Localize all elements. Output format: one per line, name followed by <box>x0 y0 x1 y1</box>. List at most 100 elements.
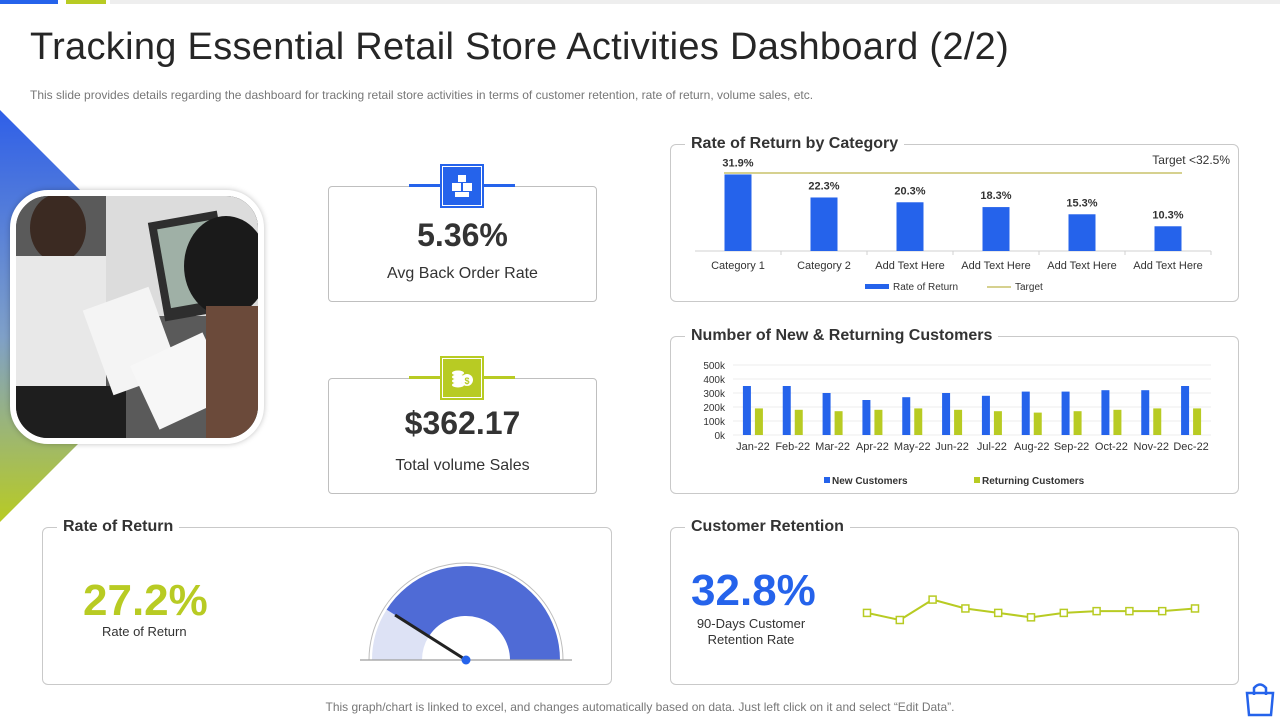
x-tick-label: Apr-22 <box>856 441 889 453</box>
retention-sparkline <box>862 595 1200 625</box>
bar-new-customers <box>782 386 791 435</box>
x-tick-label: May-22 <box>894 441 931 453</box>
bar <box>1068 214 1096 251</box>
x-tick-label: Dec-22 <box>1173 441 1208 453</box>
legend-label-target: Target <box>1015 282 1043 293</box>
x-tick-label: Aug-22 <box>1014 441 1049 453</box>
bar-new-customers <box>1101 390 1110 435</box>
legend-label-new-customers: New Customers <box>832 476 908 487</box>
gauge-needle-hub <box>461 655 471 665</box>
bar-returning-customers <box>1193 408 1202 435</box>
y-tick-label: 200k <box>703 403 726 414</box>
rate-of-return-value: 27.2% <box>83 576 208 625</box>
y-tick-label: 300k <box>703 389 726 400</box>
x-tick-label: Mar-22 <box>815 441 850 453</box>
kpi-label: Total volume Sales <box>395 457 530 474</box>
bar-returning-customers <box>914 408 923 435</box>
target-annotation: Target <32.5% <box>1152 153 1230 167</box>
panel-title: Rate of Return <box>57 518 180 536</box>
bar-new-customers <box>862 400 871 435</box>
sparkline-point <box>862 608 872 618</box>
rate-of-return-bar-chart: 31.9% Category 1 22.3% Category 2 20.3% Add T… <box>695 157 1212 293</box>
x-tick-label: Add Text Here <box>1047 260 1117 272</box>
top-accent-blue <box>0 0 58 4</box>
bar-new-customers <box>942 393 951 435</box>
bar-returning-customers <box>1113 409 1122 435</box>
x-tick-label: Add Text Here <box>961 260 1031 272</box>
x-tick-label: Category 1 <box>711 260 765 272</box>
panel-title: Customer Retention <box>685 518 850 536</box>
office-photo <box>10 190 264 444</box>
bar-returning-customers <box>954 409 963 435</box>
sparkline-point <box>1125 606 1134 616</box>
sparkline-point <box>993 608 1003 618</box>
bar-new-customers <box>1061 391 1070 435</box>
bar-new-customers <box>902 397 911 435</box>
x-tick-label: Jul-22 <box>977 441 1007 453</box>
top-accent-lime <box>66 0 106 4</box>
legend-swatch-returning-customers <box>974 477 980 483</box>
footer-note: This graph/chart is linked to excel, and… <box>325 700 955 714</box>
bar-new-customers <box>1021 391 1030 435</box>
gauge-filled <box>386 566 560 660</box>
gauge-outline <box>368 562 564 661</box>
bar-data-label: 15.3% <box>1066 197 1097 209</box>
top-accent-gray <box>110 0 1280 4</box>
bar-returning-customers <box>1073 411 1082 435</box>
customers-bar-chart: 0k 100k 200k 300k 400k 500k Jan-22 Feb-22 Mar-22… <box>703 361 1211 487</box>
rate-of-return-label: Rate of Return <box>102 624 187 639</box>
shopping-bag-icon <box>1245 683 1275 717</box>
gauge-needle <box>394 613 467 662</box>
bar-new-customers <box>1181 386 1190 435</box>
bar-new-customers <box>742 386 751 435</box>
gauge-remaining <box>372 609 429 660</box>
kpi-value: $362.17 <box>404 405 521 441</box>
panel-customer-retention: Customer Retention 32.8% 90-Days Custome… <box>670 518 1239 685</box>
legend-label-rate-of-return: Rate of Return <box>893 282 958 293</box>
bar-returning-customers <box>993 411 1002 435</box>
legend-label-returning-customers: Returning Customers <box>982 476 1085 487</box>
x-tick-label: Jun-22 <box>935 441 969 453</box>
bar <box>896 202 924 251</box>
sparkline-point <box>1157 606 1167 616</box>
panel-title: Rate of Return by Category <box>685 135 905 153</box>
bar-data-label: 18.3% <box>980 190 1011 202</box>
panel-rate-of-return-by-category: Rate of Return by Category Target <32.5%… <box>670 135 1239 302</box>
bar-returning-customers <box>874 409 883 435</box>
bar-returning-customers <box>834 411 843 435</box>
x-tick-label: Nov-22 <box>1134 441 1169 453</box>
legend-swatch-new-customers <box>824 477 830 483</box>
panel-title: Number of New & Returning Customers <box>685 327 999 345</box>
bar-returning-customers <box>1153 408 1162 435</box>
x-tick-label: Add Text Here <box>875 260 945 272</box>
bar-returning-customers <box>754 408 763 435</box>
x-tick-label: Category 2 <box>797 260 851 272</box>
bar <box>810 197 838 251</box>
sparkline-point <box>928 595 937 604</box>
bar <box>1154 226 1182 251</box>
y-tick-label: 100k <box>703 417 726 428</box>
bar-data-label: 10.3% <box>1152 209 1183 221</box>
kpi-label: Avg Back Order Rate <box>387 265 538 282</box>
panel-new-returning-customers: Number of New & Returning Customers 0k 10… <box>670 327 1239 494</box>
svg-text:$: $ <box>464 376 469 386</box>
panel-rate-of-return: Rate of Return 27.2% Rate of Return <box>42 518 612 685</box>
retention-value: 32.8% <box>691 566 816 615</box>
page-title: Tracking Essential Retail Store Activiti… <box>30 26 1010 68</box>
bar <box>724 174 752 251</box>
kpi-value: 5.36% <box>417 217 508 253</box>
bar-data-label: 31.9% <box>722 157 753 169</box>
legend-swatch-rate-of-return <box>865 284 889 289</box>
x-tick-label: Jan-22 <box>736 441 770 453</box>
sparkline-point <box>961 604 970 613</box>
y-tick-label: 400k <box>703 375 726 386</box>
bar-returning-customers <box>794 409 803 435</box>
sparkline-point <box>1092 606 1101 616</box>
y-tick-label: 0k <box>714 431 726 442</box>
sparkline-point <box>1190 604 1200 613</box>
bar-new-customers <box>1141 390 1150 435</box>
bar-new-customers <box>822 393 831 435</box>
x-tick-label: Add Text Here <box>1133 260 1203 272</box>
sparkline-point <box>895 615 905 625</box>
bar-new-customers <box>981 395 990 435</box>
